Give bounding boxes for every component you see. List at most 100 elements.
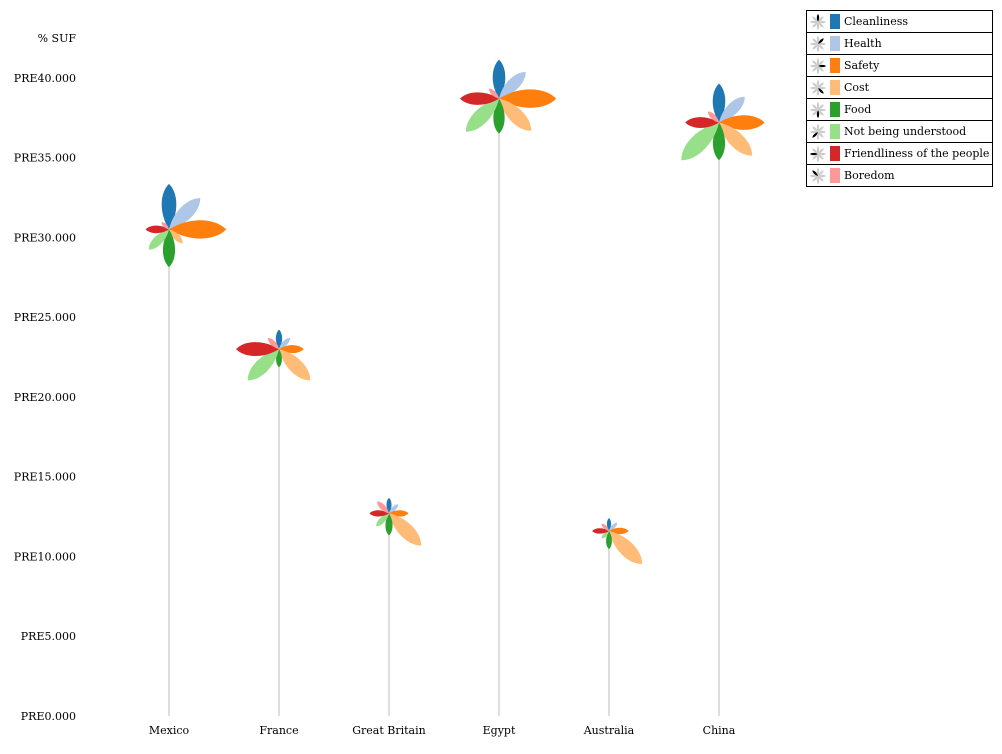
y-tick-label: PRE15.000	[14, 471, 76, 484]
flower-petal-icon	[810, 167, 826, 184]
y-tick-label: PRE30.000	[14, 231, 76, 244]
petal	[681, 122, 719, 161]
legend-swatch	[830, 102, 840, 117]
petal	[465, 98, 499, 132]
legend-label: Friendliness of the people	[844, 147, 990, 160]
legend-swatch	[830, 80, 840, 95]
legend-label: Boredom	[844, 169, 895, 182]
y-tick-label: PRE40.000	[14, 72, 76, 85]
petal	[161, 222, 169, 230]
flower	[236, 329, 311, 381]
flower	[460, 59, 557, 134]
y-tick-label: PRE10.000	[14, 550, 76, 563]
petal	[369, 510, 389, 517]
legend-item[interactable]: Friendliness of the people	[807, 142, 992, 164]
legend-label: Food	[844, 103, 872, 116]
petal	[719, 115, 765, 130]
petal	[389, 504, 399, 514]
petal	[385, 513, 393, 536]
y-axis: % SUF PRE0.000 PRE5.000 PRE10.000 PRE15.000…	[14, 32, 77, 723]
legend-label: Cleanliness	[844, 15, 909, 28]
legend-label: Not being understood	[844, 125, 967, 138]
legend-item[interactable]: Cleanliness	[807, 11, 992, 32]
legend-swatch	[830, 14, 840, 29]
petal	[148, 229, 169, 250]
y-tick-label: PRE0.000	[21, 710, 76, 723]
petal	[460, 92, 499, 105]
flower-petal-icon	[810, 35, 826, 52]
petal	[386, 497, 392, 514]
y-tick-label: PRE25.000	[14, 311, 76, 324]
y-tick-label: PRE5.000	[21, 630, 76, 643]
legend-label: Safety	[844, 59, 880, 72]
petal	[499, 89, 557, 108]
legend-item[interactable]: Health	[807, 32, 992, 54]
x-category-label: Australia	[583, 724, 635, 737]
flower	[369, 497, 422, 546]
petal	[685, 117, 719, 128]
flower	[145, 183, 227, 268]
x-category-label: Mexico	[149, 724, 190, 737]
petal	[279, 349, 311, 381]
petal	[145, 225, 169, 234]
petal	[161, 183, 177, 230]
petal	[609, 522, 618, 531]
legend: Cleanliness Health Safety Cost Food Not being…	[806, 10, 993, 187]
petal	[162, 229, 176, 268]
y-tick-label: PRE35.000	[14, 152, 76, 165]
legend-swatch	[830, 36, 840, 51]
legend-swatch	[830, 168, 840, 183]
legend-label: Health	[844, 37, 882, 50]
petal	[279, 338, 291, 350]
petal	[606, 530, 612, 550]
legend-item[interactable]: Boredom	[807, 164, 992, 186]
petal	[707, 111, 719, 123]
y-axis-unit-label: % SUF	[38, 32, 77, 45]
flower-petal-icon	[810, 101, 826, 118]
petal	[712, 122, 726, 161]
legend-swatch	[830, 124, 840, 139]
legend-item[interactable]: Safety	[807, 54, 992, 76]
petal	[377, 501, 389, 514]
petal	[488, 88, 499, 99]
petal	[492, 59, 506, 99]
x-category-label: Egypt	[483, 724, 516, 737]
petal	[719, 96, 745, 123]
petal	[169, 220, 227, 239]
legend-item[interactable]: Food	[807, 98, 992, 120]
y-tick-label: PRE20.000	[14, 391, 76, 404]
petal	[376, 513, 389, 527]
petal	[606, 517, 612, 531]
x-category-label: France	[259, 724, 298, 737]
petal	[499, 71, 526, 99]
flower	[681, 83, 765, 161]
flower-petal-icon	[810, 57, 826, 74]
legend-swatch	[830, 58, 840, 73]
stems	[168, 98, 720, 716]
legend-item[interactable]: Not being understood	[807, 120, 992, 142]
petal	[592, 528, 609, 534]
x-category-label: China	[703, 724, 736, 737]
legend-swatch	[830, 146, 840, 161]
petal	[601, 523, 609, 531]
flower-petal-icon	[810, 123, 826, 140]
flower-petal-icon	[810, 145, 826, 162]
petal	[267, 338, 279, 350]
petal	[601, 530, 609, 539]
petal	[275, 329, 283, 350]
petal	[169, 229, 183, 244]
x-category-label: Great Britain	[352, 724, 425, 737]
petal	[719, 122, 753, 156]
petal	[609, 530, 643, 565]
petal	[712, 83, 726, 123]
petal	[247, 349, 279, 381]
flowers	[145, 59, 765, 565]
legend-item[interactable]: Cost	[807, 76, 992, 98]
flower	[592, 517, 643, 565]
petal	[169, 198, 201, 230]
petal	[499, 98, 532, 131]
legend-label: Cost	[844, 81, 870, 94]
petal	[493, 98, 505, 134]
petal	[236, 342, 279, 356]
